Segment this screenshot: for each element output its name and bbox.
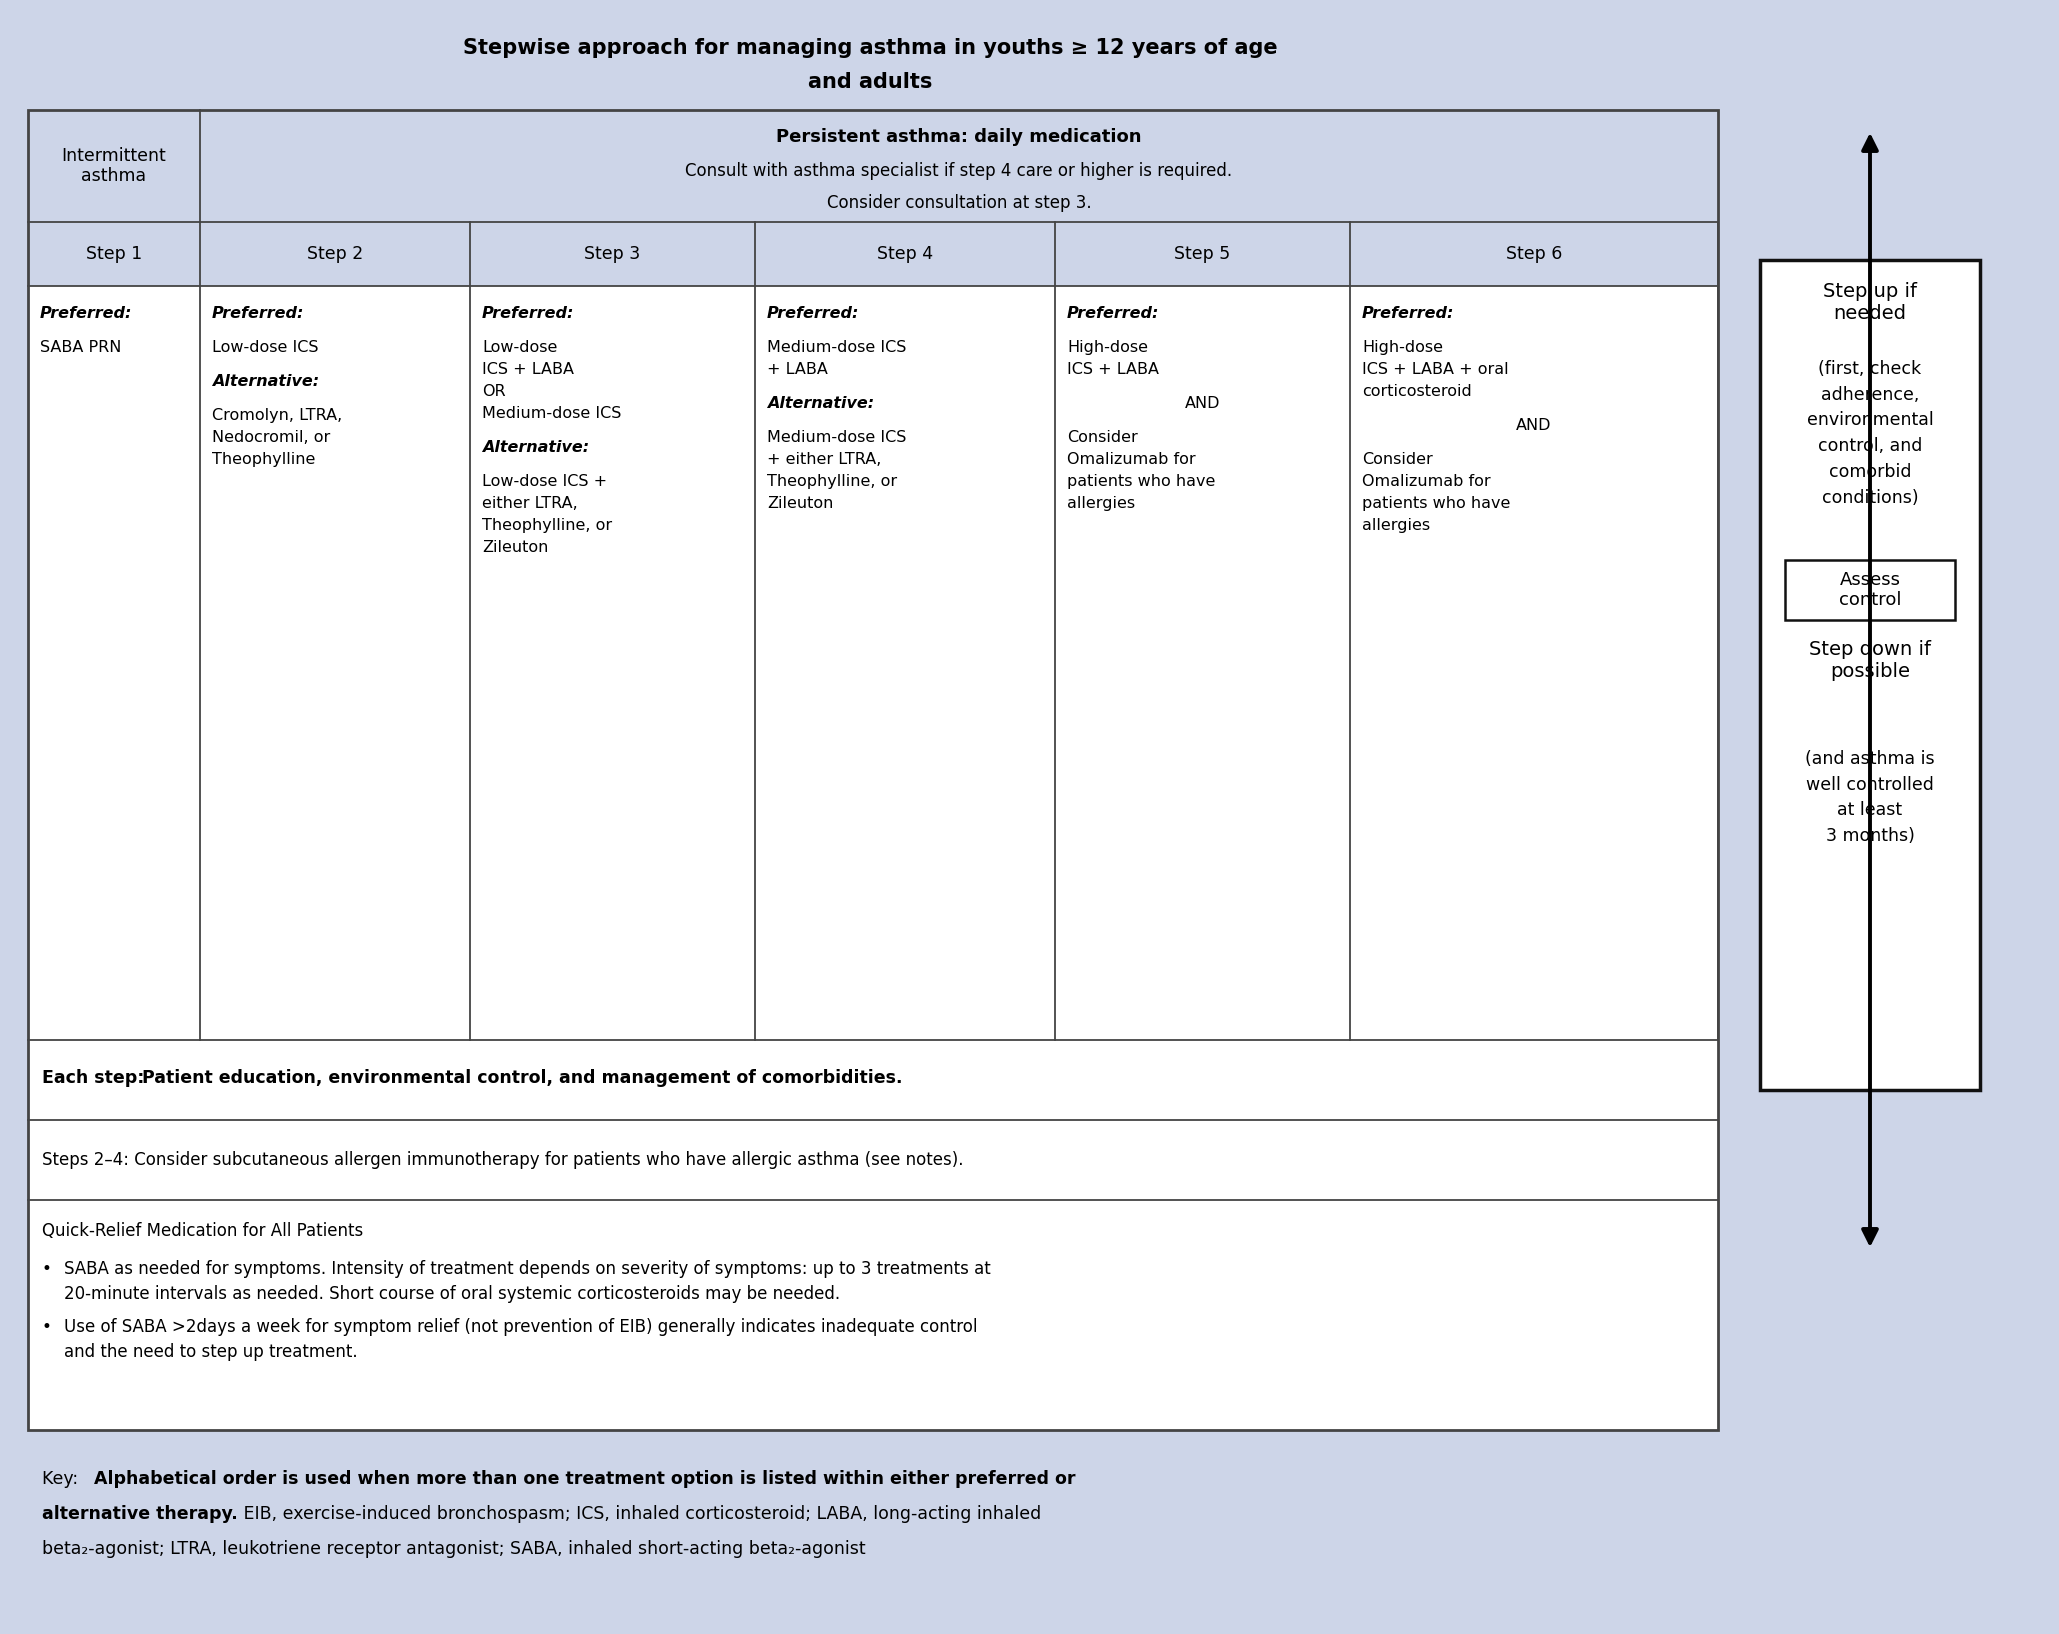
Text: 20-minute intervals as needed. Short course of oral systemic corticosteroids may: 20-minute intervals as needed. Short cou…: [64, 1284, 840, 1302]
Text: Step 6: Step 6: [1505, 245, 1563, 263]
Text: AND: AND: [1184, 395, 1221, 412]
Text: + either LTRA,: + either LTRA,: [768, 453, 881, 467]
Text: Consult with asthma specialist if step 4 care or higher is required.: Consult with asthma specialist if step 4…: [686, 162, 1233, 180]
Text: Key:: Key:: [41, 1471, 84, 1489]
Text: Intermittent
asthma: Intermittent asthma: [62, 147, 167, 185]
Text: OR: OR: [482, 384, 507, 399]
Text: Each step:: Each step:: [41, 1069, 150, 1087]
Text: Consider consultation at step 3.: Consider consultation at step 3.: [826, 194, 1091, 212]
Text: Theophylline: Theophylline: [212, 453, 315, 467]
Text: Step 4: Step 4: [877, 245, 933, 263]
Text: Patient education, environmental control, and management of comorbidities.: Patient education, environmental control…: [142, 1069, 902, 1087]
Text: Preferred:: Preferred:: [482, 306, 574, 320]
Text: Omalizumab for: Omalizumab for: [1361, 474, 1491, 489]
Text: Consider: Consider: [1361, 453, 1433, 467]
Text: Stepwise approach for managing asthma in youths ≥ 12 years of age: Stepwise approach for managing asthma in…: [463, 38, 1277, 57]
Text: Assess
control: Assess control: [1839, 570, 1900, 609]
Text: Alternative:: Alternative:: [768, 395, 875, 412]
Text: Zileuton: Zileuton: [768, 497, 834, 511]
Text: corticosteroid: corticosteroid: [1361, 384, 1472, 399]
Text: Step 3: Step 3: [585, 245, 640, 263]
Text: ICS + LABA + oral: ICS + LABA + oral: [1361, 363, 1509, 377]
Text: Consider: Consider: [1067, 430, 1139, 446]
Text: Step 1: Step 1: [86, 245, 142, 263]
Text: Use of SABA >2days a week for symptom relief (not prevention of EIB) generally i: Use of SABA >2days a week for symptom re…: [64, 1319, 978, 1337]
Text: Alphabetical order is used when more than one treatment option is listed within : Alphabetical order is used when more tha…: [95, 1471, 1075, 1489]
Bar: [29, 109, 1717, 1430]
Text: (first, check
adherence,
environmental
control, and
comorbid
conditions): (first, check adherence, environmental c…: [1806, 359, 1933, 507]
Text: Quick-Relief Medication for All Patients: Quick-Relief Medication for All Patients: [41, 1222, 362, 1240]
Text: Low-dose: Low-dose: [482, 340, 558, 355]
Text: SABA PRN: SABA PRN: [39, 340, 121, 355]
Text: patients who have: patients who have: [1361, 497, 1511, 511]
Text: Preferred:: Preferred:: [1067, 306, 1159, 320]
Text: AND: AND: [1515, 418, 1552, 433]
Text: Zileuton: Zileuton: [482, 541, 548, 556]
Bar: [29, 109, 1717, 1430]
Text: Step down if
possible: Step down if possible: [1810, 641, 1931, 681]
Text: ICS + LABA: ICS + LABA: [1067, 363, 1159, 377]
Text: Preferred:: Preferred:: [1361, 306, 1454, 320]
Bar: [29, 109, 200, 222]
Text: SABA as needed for symptoms. Intensity of treatment depends on severity of sympt: SABA as needed for symptoms. Intensity o…: [64, 1260, 990, 1278]
Text: •: •: [41, 1260, 51, 1278]
Text: patients who have: patients who have: [1067, 474, 1215, 489]
Text: Medium-dose ICS: Medium-dose ICS: [482, 407, 622, 422]
Bar: [1785, 560, 1954, 619]
Bar: [29, 1039, 1717, 1119]
Text: Medium-dose ICS: Medium-dose ICS: [768, 340, 906, 355]
Text: beta₂-agonist; LTRA, leukotriene receptor antagonist; SABA, inhaled short-acting: beta₂-agonist; LTRA, leukotriene recepto…: [41, 1539, 865, 1557]
Text: Alternative:: Alternative:: [482, 440, 589, 456]
Text: and adults: and adults: [807, 72, 933, 92]
Text: High-dose: High-dose: [1361, 340, 1443, 355]
Bar: [29, 1199, 1717, 1430]
Text: Preferred:: Preferred:: [768, 306, 859, 320]
Bar: [1760, 260, 1981, 1090]
Text: Theophylline, or: Theophylline, or: [768, 474, 898, 489]
Text: allergies: allergies: [1361, 518, 1431, 533]
Text: Low-dose ICS +: Low-dose ICS +: [482, 474, 607, 489]
Text: Step 2: Step 2: [307, 245, 362, 263]
Text: Cromolyn, LTRA,: Cromolyn, LTRA,: [212, 408, 342, 423]
Text: EIB, exercise-induced bronchospasm; ICS, inhaled corticosteroid; LABA, long-acti: EIB, exercise-induced bronchospasm; ICS,…: [239, 1505, 1042, 1523]
Text: either LTRA,: either LTRA,: [482, 497, 579, 511]
Text: Nedocromil, or: Nedocromil, or: [212, 430, 329, 446]
Text: Persistent asthma: daily medication: Persistent asthma: daily medication: [776, 127, 1143, 145]
Bar: [200, 109, 1717, 222]
Bar: [29, 222, 1717, 286]
Text: Omalizumab for: Omalizumab for: [1067, 453, 1196, 467]
Text: Low-dose ICS: Low-dose ICS: [212, 340, 319, 355]
Text: Steps 2–4: Consider subcutaneous allergen immunotherapy for patients who have al: Steps 2–4: Consider subcutaneous allerge…: [41, 1150, 964, 1168]
Text: allergies: allergies: [1067, 497, 1135, 511]
Text: Alternative:: Alternative:: [212, 374, 319, 389]
Bar: [29, 1119, 1717, 1199]
Text: Preferred:: Preferred:: [39, 306, 132, 320]
Text: Medium-dose ICS: Medium-dose ICS: [768, 430, 906, 446]
Text: Preferred:: Preferred:: [212, 306, 305, 320]
Text: Theophylline, or: Theophylline, or: [482, 518, 612, 533]
Text: •: •: [41, 1319, 51, 1337]
Text: and the need to step up treatment.: and the need to step up treatment.: [64, 1343, 358, 1361]
Text: + LABA: + LABA: [768, 363, 828, 377]
Text: alternative therapy.: alternative therapy.: [41, 1505, 237, 1523]
Text: ICS + LABA: ICS + LABA: [482, 363, 574, 377]
Text: Step 5: Step 5: [1174, 245, 1231, 263]
Text: High-dose: High-dose: [1067, 340, 1149, 355]
Text: Step up if
needed: Step up if needed: [1822, 283, 1917, 324]
Text: (and asthma is
well controlled
at least
3 months): (and asthma is well controlled at least …: [1806, 750, 1935, 845]
